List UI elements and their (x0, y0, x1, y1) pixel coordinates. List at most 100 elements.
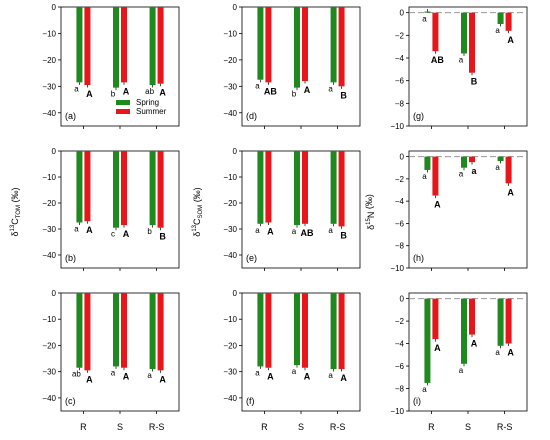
bar-summer-S (121, 151, 127, 226)
y-tick-label: −4 (395, 340, 405, 349)
y-tick-label: 0 (233, 3, 238, 12)
bar-summer-R (432, 298, 439, 340)
sig-letter-spring: a (255, 368, 260, 377)
bar-spring-R (76, 293, 83, 368)
y-tick-label: −10 (223, 29, 237, 38)
sig-letter-summer: A (507, 187, 514, 197)
y-tick-label: −30 (42, 82, 56, 91)
sig-letter-spring: a (292, 227, 297, 236)
y-tick-label: 0 (400, 153, 405, 162)
panel-label: (c) (65, 396, 76, 406)
legend-swatch-spring (116, 100, 130, 105)
sig-letter-summer: A (86, 374, 93, 384)
y-tick-label: −4 (395, 197, 405, 206)
y-tick-label: −30 (223, 368, 237, 377)
sig-letter-summer: AB (301, 228, 314, 238)
sig-letter-summer: a (471, 166, 477, 176)
sig-letter-summer: A (123, 86, 130, 96)
sig-letter-summer: A (507, 348, 514, 358)
bar-spring-S (113, 7, 119, 88)
bar-summer-R (432, 12, 439, 52)
sig-letter-summer: AB (264, 86, 277, 96)
sig-letter-spring: a (147, 371, 152, 380)
sig-letter-summer: A (123, 372, 130, 382)
y-tick-label: −20 (42, 56, 56, 65)
y-tick-label: −10 (42, 315, 56, 324)
bar-spring-S (294, 293, 300, 366)
y-tick-label: −30 (42, 368, 56, 377)
bar-spring-S (461, 12, 467, 54)
bar-summer-R-S (338, 293, 345, 370)
sig-letter-summer: A (434, 343, 441, 353)
sig-letter-summer: A (471, 339, 478, 349)
sig-letter-summer: A (304, 85, 311, 95)
y-tick-label: −10 (390, 264, 404, 273)
y-tick-label: −20 (223, 199, 237, 208)
y-tick-label: 0 (400, 295, 405, 304)
bar-summer-S (469, 12, 475, 73)
sig-letter-spring: c (111, 230, 115, 239)
legend-label-spring: Spring (136, 98, 159, 107)
y-tick-label: −8 (395, 242, 405, 251)
sig-letter-summer: B (340, 230, 347, 240)
sig-letter-summer: A (267, 372, 274, 382)
bar-summer-R-S (157, 293, 164, 371)
bar-spring-R-S (497, 12, 504, 24)
y-tick-label: −10 (223, 315, 237, 324)
sig-letter-summer: A (267, 227, 274, 237)
sig-letter-summer: A (507, 35, 514, 45)
y-tick-label: −20 (42, 341, 56, 350)
sig-letter-spring: a (292, 367, 297, 376)
legend-swatch-summer (116, 109, 130, 114)
sig-letter-summer: A (86, 225, 93, 235)
bar-summer-S (121, 293, 127, 368)
y-tick-label: 0 (52, 3, 57, 12)
sig-letter-spring: a (495, 348, 500, 357)
bar-spring-R (424, 11, 431, 13)
bar-spring-R-S (497, 298, 504, 346)
y-tick-label: −40 (223, 251, 237, 260)
sig-letter-spring: a (328, 371, 333, 380)
x-category-labels: R S R-S R S R-S R S R-S (80, 422, 512, 432)
y-tick-label: −2 (395, 31, 405, 40)
bar-spring-R-S (149, 151, 156, 226)
bar-spring-S (113, 151, 119, 228)
x-category-label: R-S (149, 422, 165, 432)
bar-summer-S (469, 156, 475, 163)
sig-letter-spring: a (328, 226, 333, 235)
sig-letter-spring: a (422, 15, 427, 24)
y-tick-label: −40 (42, 251, 56, 260)
bar-spring-S (113, 293, 119, 367)
y-tick-label: 0 (400, 9, 405, 18)
y-tick-label: 0 (52, 289, 57, 298)
bar-spring-R-S (497, 156, 504, 162)
bar-spring-R (424, 156, 431, 170)
bar-spring-S (461, 298, 467, 364)
legend-label-summer: Summer (136, 107, 167, 116)
chart-panel-f: 0−10−20−30−40a AaA a A(f) (223, 289, 361, 414)
y-tick-label: −40 (223, 109, 237, 118)
x-category-label: S (298, 422, 304, 432)
bar-summer-S (302, 151, 308, 224)
sig-letter-summer: B (471, 77, 478, 87)
bar-spring-R (76, 7, 83, 83)
sig-letter-summer: A (304, 372, 311, 382)
sig-letter-spring: a (255, 226, 260, 235)
sig-letter-summer: A (123, 229, 130, 239)
x-category-label: S (465, 422, 471, 432)
y-tick-label: −20 (42, 199, 56, 208)
y-tick-label: −40 (223, 394, 237, 403)
y-tick-label: −10 (223, 173, 237, 182)
y-axis-labels: δ13CTOM (‰) δ13CSOM (‰) δ15N (‰) (10, 187, 376, 236)
x-category-label: R (80, 422, 87, 432)
bar-summer-R (265, 7, 272, 83)
sig-letter-spring: a (495, 26, 500, 35)
bar-summer-R (84, 7, 91, 86)
sig-letter-spring: a (459, 55, 464, 64)
